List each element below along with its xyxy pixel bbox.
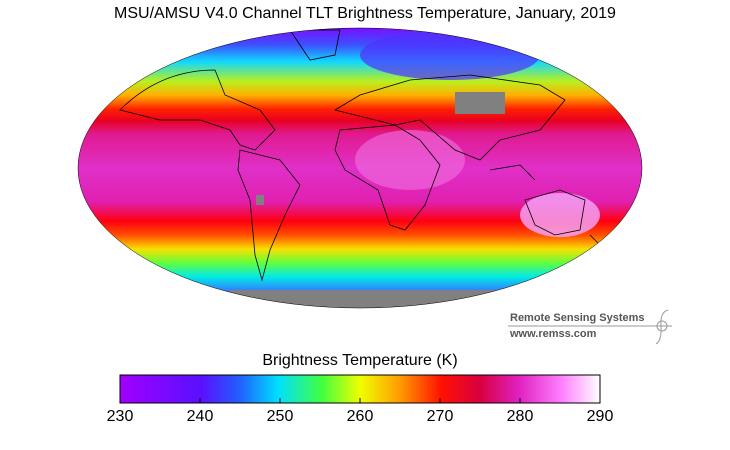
globe-outline [77, 27, 643, 309]
title: MSU/AMSU V4.0 Channel TLT Brightness Tem… [114, 5, 616, 22]
cold-region [360, 30, 540, 80]
logo-mark [655, 309, 669, 345]
tick-label: 230 [107, 408, 134, 425]
credit-logo: Remote Sensing Systems www.remss.com [508, 309, 672, 345]
credit-name: Remote Sensing Systems [510, 312, 645, 324]
tick-label: 270 [427, 408, 454, 425]
warm-region [520, 193, 600, 237]
missing-data [256, 195, 264, 205]
tick-label: 260 [347, 408, 374, 425]
logo-mark [656, 320, 668, 332]
colorbar-ticks: 230 240 250 260 270 280 290 [107, 398, 614, 425]
missing-data [455, 92, 505, 114]
map [78, 28, 642, 308]
warm-region [355, 130, 465, 190]
colorbar-label: Brightness Temperature (K) [262, 352, 457, 369]
tick-label: 250 [267, 408, 294, 425]
credit-url: www.remss.com [509, 328, 597, 340]
coastlines [119, 29, 601, 282]
tick-label: 240 [187, 408, 214, 425]
tick-label: 290 [587, 408, 614, 425]
missing-data [230, 290, 530, 308]
tick-label: 280 [507, 408, 534, 425]
